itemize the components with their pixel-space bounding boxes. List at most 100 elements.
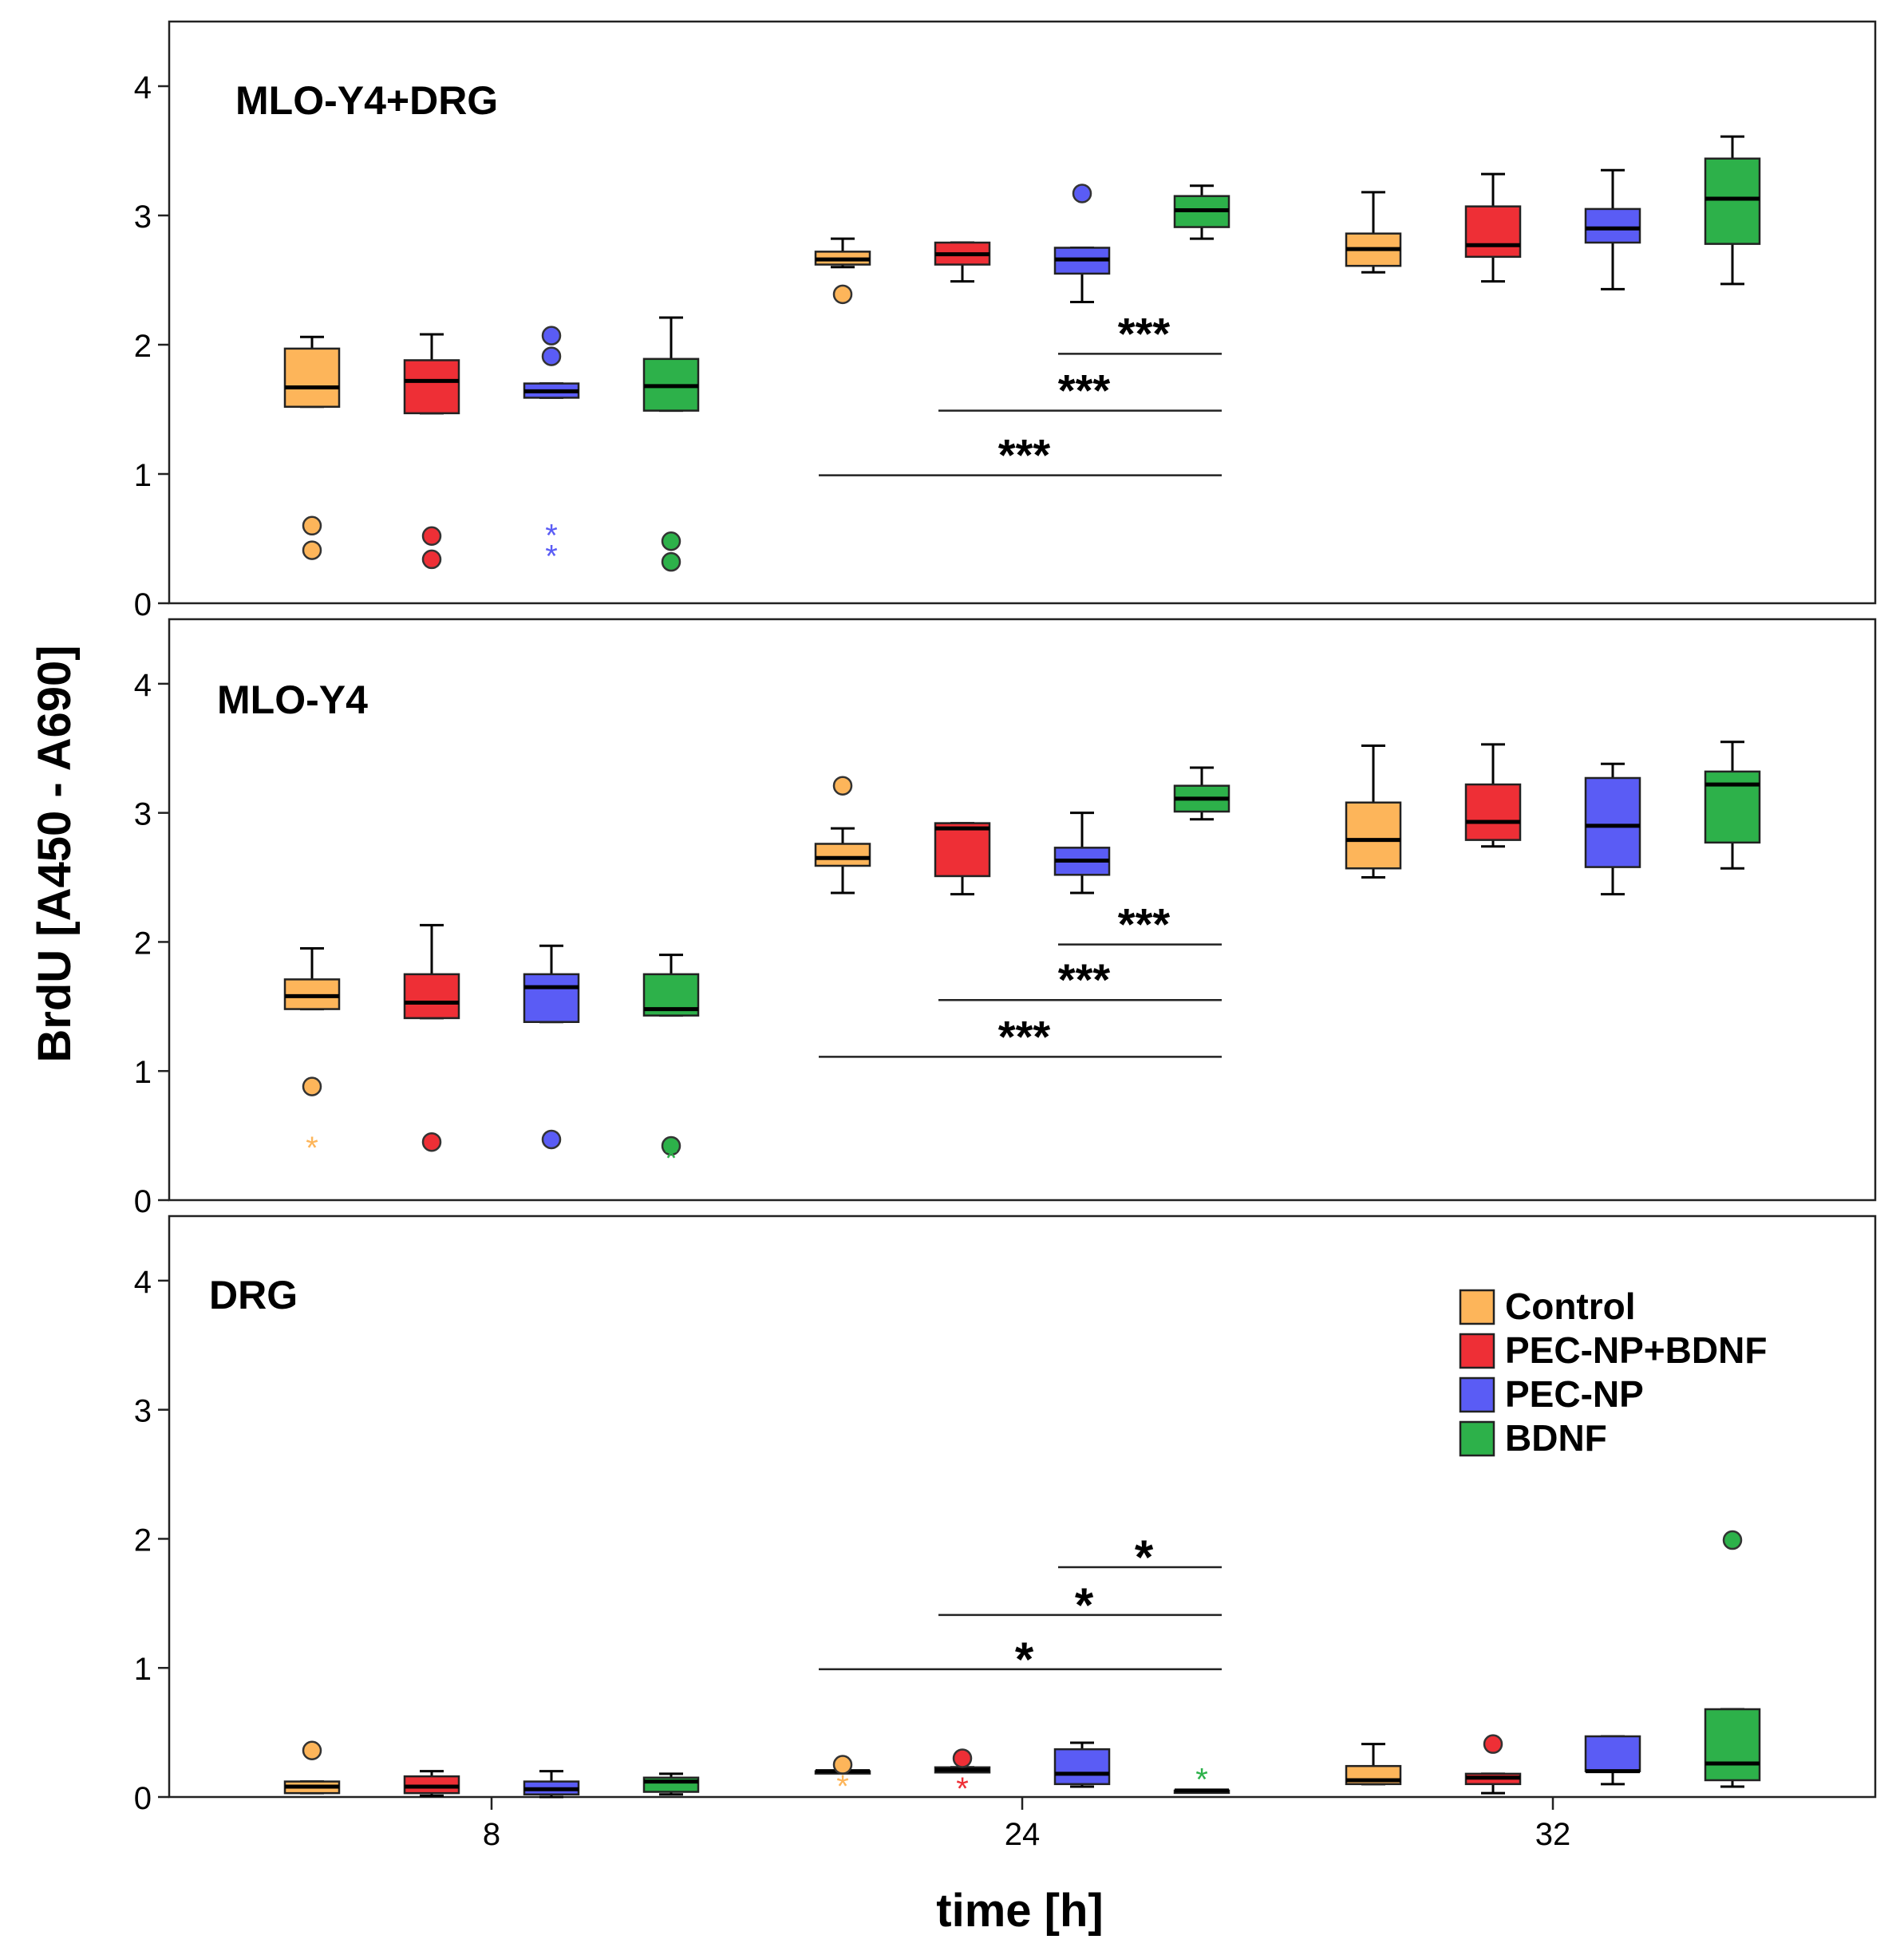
legend-item: PEC-NP+BDNF (1459, 1329, 1767, 1371)
box-24h-pec-np (1053, 812, 1111, 895)
legend-swatch (1459, 1289, 1495, 1325)
legend-item: Control (1459, 1286, 1636, 1327)
x-axis-title: time [h] (936, 1885, 1103, 1937)
outlier-circle (661, 1135, 681, 1156)
box-8h-pec-np-bdnf (403, 333, 460, 570)
significance-bar: *** (1058, 899, 1222, 950)
significance-bar: *** (938, 954, 1222, 1005)
box-24h-bdnf: * (1173, 1763, 1230, 1798)
significance-bar: * (819, 1633, 1222, 1686)
box-24h-control: * (814, 1755, 871, 1804)
significance-label: *** (998, 1011, 1051, 1061)
box-24h-control (814, 237, 871, 305)
box-iqr (1704, 157, 1761, 245)
significance-bar: *** (819, 1011, 1222, 1061)
y-tick-label: 0 (134, 1781, 152, 1816)
box-8h-control (283, 335, 341, 560)
panel-title: MLO-Y4+DRG (235, 78, 498, 123)
box-24h-pec-np-bdnf: * (934, 1748, 991, 1807)
outlier-circle (661, 551, 681, 572)
significance-label: * (1075, 1578, 1094, 1632)
panel-frame (168, 618, 1877, 1202)
outlier-star: * (545, 539, 558, 574)
legend-swatch (1459, 1376, 1495, 1413)
outlier-star: * (1195, 1763, 1208, 1798)
y-tick-label: 0 (134, 587, 152, 622)
panel-title: DRG (209, 1273, 298, 1317)
outlier-circle (541, 346, 562, 366)
significance-bar: *** (1058, 308, 1222, 358)
outlier-circle (421, 526, 442, 547)
outlier-star: * (836, 1769, 849, 1804)
significance-label: *** (1058, 954, 1111, 1005)
outlier-star: * (665, 1141, 677, 1176)
significance-bar: * (938, 1578, 1222, 1632)
box-iqr (1704, 1708, 1761, 1782)
box-8h-control (283, 1740, 341, 1795)
y-tick-label: 3 (134, 199, 152, 235)
outlier-star: * (956, 1771, 969, 1807)
x-tick-label: 8 (483, 1817, 500, 1852)
outlier-circle (661, 531, 681, 551)
box-32h-bdnf (1704, 741, 1761, 870)
box-8h-bdnf (642, 1772, 700, 1796)
significance-label: * (1015, 1633, 1034, 1686)
y-tick-label: 3 (134, 797, 152, 832)
outlier-circle (302, 1740, 322, 1761)
box-iqr (283, 347, 341, 409)
legend-swatch (1459, 1333, 1495, 1369)
legend-label: Control (1505, 1286, 1636, 1327)
box-32h-control (1345, 744, 1402, 879)
panel-frame (168, 20, 1877, 605)
y-tick-label: 2 (134, 329, 152, 364)
box-8h-pec-np (523, 1770, 580, 1799)
significance-label: *** (1058, 365, 1111, 416)
outlier-circle (302, 515, 322, 536)
legend-label: BDNF (1505, 1417, 1607, 1459)
y-tick-label: 2 (134, 926, 152, 961)
y-tick-label: 0 (134, 1184, 152, 1219)
box-8h-pec-np: ** (523, 326, 580, 574)
box-iqr (403, 973, 460, 1020)
outlier-circle (832, 1755, 853, 1775)
y-tick-label: 4 (134, 1265, 152, 1300)
outlier-circle (302, 1076, 322, 1096)
outlier-circle (302, 540, 322, 560)
box-8h-pec-np-bdnf (403, 923, 460, 1152)
outlier-circle (832, 776, 853, 796)
box-iqr (1345, 801, 1402, 870)
box-iqr (1584, 776, 1641, 868)
panel-3: 0 1 2 3 4 DRG * * * * * * (134, 1214, 1877, 1816)
box-iqr (1584, 1735, 1641, 1772)
significance-bar: * (1058, 1530, 1222, 1584)
box-32h-pec-np-bdnf (1464, 172, 1522, 283)
outlier-circle (421, 549, 442, 570)
box-iqr (1584, 207, 1641, 244)
box-32h-pec-np (1584, 1735, 1641, 1786)
box-iqr (403, 359, 460, 415)
significance-label: *** (998, 430, 1051, 480)
y-tick-label: 2 (134, 1523, 152, 1558)
significance-bar: *** (819, 430, 1222, 480)
significance-bar: *** (938, 365, 1222, 416)
outlier-circle (832, 284, 853, 305)
box-32h-pec-np (1584, 762, 1641, 896)
box-24h-pec-np (1053, 184, 1111, 304)
box-iqr (934, 822, 991, 878)
box-24h-pec-np (1053, 1741, 1111, 1788)
box-32h-pec-np-bdnf (1464, 743, 1522, 848)
box-8h-control: * (283, 947, 341, 1166)
box-32h-bdnf (1704, 1530, 1761, 1788)
legend-swatch (1459, 1420, 1495, 1457)
y-tick-label: 1 (134, 458, 152, 493)
box-24h-bdnf (1173, 766, 1230, 821)
y-tick-label: 3 (134, 1394, 152, 1429)
y-tick-label: 4 (134, 70, 152, 105)
significance-label: * (1135, 1530, 1154, 1584)
y-tick-label: 1 (134, 1652, 152, 1687)
outlier-circle (421, 1132, 442, 1152)
outlier-circle (952, 1748, 973, 1768)
